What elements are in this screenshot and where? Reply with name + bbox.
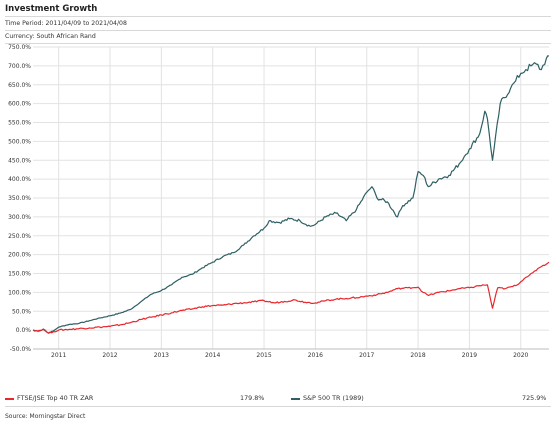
y-tick-label: 750.0% [8, 44, 31, 51]
y-tick-label: -50.0% [10, 346, 32, 353]
y-tick-label: 150.0% [8, 271, 31, 278]
header-divider [5, 43, 551, 44]
x-tick-label: 2016 [308, 352, 323, 359]
series-line-ftse [32, 261, 550, 334]
x-tick-label: 2011 [51, 352, 66, 359]
x-tick-label: 2013 [154, 352, 169, 359]
series-line-sp500 [32, 55, 550, 334]
y-tick-label: 400.0% [8, 176, 31, 183]
y-tick-label: 0.0% [16, 327, 32, 334]
x-tick-label: 2019 [462, 352, 477, 359]
y-tick-label: 50.0% [12, 308, 31, 315]
x-tick-label: 2018 [410, 352, 425, 359]
currency: Currency: South African Rand [5, 33, 96, 40]
legend-value-sp500: 725.9% [522, 394, 547, 402]
time-period: Time Period: 2011/04/09 to 2021/04/08 [5, 20, 127, 27]
y-tick-label: 200.0% [8, 252, 31, 259]
source-note: Source: Morningstar Direct [5, 413, 86, 420]
header-divider [5, 16, 551, 17]
legend-label-sp500: S&P 500 TR (1989) [303, 394, 364, 402]
y-tick-label: 350.0% [8, 195, 31, 202]
footer-divider [5, 406, 551, 407]
y-tick-label: 250.0% [8, 233, 31, 240]
legend-value-ftse: 179.8% [240, 394, 265, 402]
x-tick-label: 2012 [102, 352, 117, 359]
legend-swatch-ftse [5, 398, 14, 400]
y-tick-label: 450.0% [8, 157, 31, 164]
legend-label-ftse: FTSE/JSE Top 40 TR ZAR [17, 394, 94, 402]
x-tick-label: 2014 [205, 352, 220, 359]
x-tick-label: 2020 [513, 352, 528, 359]
y-tick-label: 650.0% [8, 82, 31, 89]
legend-swatch-sp500 [291, 398, 300, 400]
y-tick-label: 700.0% [8, 63, 31, 70]
y-tick-label: 100.0% [8, 289, 31, 296]
y-tick-label: 550.0% [8, 120, 31, 127]
y-tick-label: 500.0% [8, 138, 31, 145]
x-tick-label: 2015 [256, 352, 271, 359]
chart-title: Investment Growth [5, 4, 98, 14]
y-tick-label: 600.0% [8, 101, 31, 108]
x-tick-label: 2017 [359, 352, 374, 359]
y-tick-label: 300.0% [8, 214, 31, 221]
header-divider [5, 30, 551, 31]
